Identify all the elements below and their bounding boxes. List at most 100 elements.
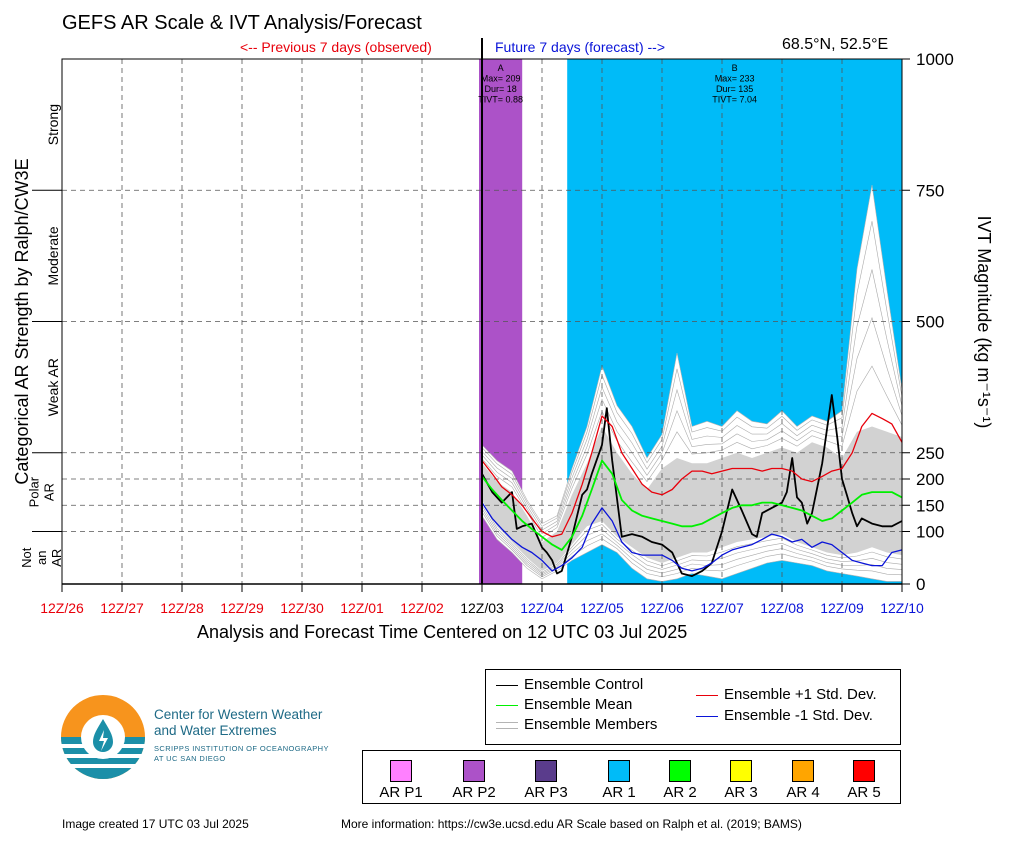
y-tick-label: 200 [916, 470, 944, 489]
chart-title: GEFS AR Scale & IVT Analysis/Forecast [62, 12, 422, 34]
x-tick-label: 12Z/07 [700, 600, 744, 616]
mean-swatch [496, 704, 518, 706]
x-tick-label: 12Z/27 [100, 600, 144, 616]
y-tick-label: 100 [916, 523, 944, 542]
ar-2-swatch [669, 760, 691, 782]
ensemble-member-line [481, 221, 903, 527]
control-swatch [496, 684, 518, 686]
x-tick-label: 12Z/10 [880, 600, 924, 616]
ar-period-a-annotation: A [498, 63, 504, 73]
ensemble-member-line [481, 502, 903, 573]
legend-label-mean: Ensemble Mean [524, 696, 633, 713]
ar-period-b-annotation: TIVT= 7.04 [712, 95, 757, 105]
ar-period-a-annotation: Max= 209 [481, 74, 521, 84]
ar-scale-legend: AR P1 AR P2 AR P3 AR 1 AR 2 AR 3 AR 4 AR… [362, 750, 901, 804]
legend-label-control: Ensemble Control [524, 676, 644, 693]
legend-label-members: Ensemble Members [524, 716, 658, 733]
y-tick-label: 0 [916, 575, 925, 594]
logo-line-2: and Water Extremes [154, 723, 277, 738]
legend-label-plus-std: Ensemble +1 Std. Dev. [724, 686, 877, 703]
legend-item-minus-std: Ensemble -1 Std. Dev. [696, 707, 873, 725]
x-axis-label: Analysis and Forecast Time Centered on 1… [197, 622, 688, 642]
previous-days-label: <-- Previous 7 days (observed) [240, 39, 432, 55]
category-label: an [34, 551, 49, 565]
ar-scale-label: AR P3 [524, 784, 568, 801]
more-info-label: More information: https://cw3e.ucsd.edu … [341, 817, 802, 831]
ar-p3-swatch [535, 760, 557, 782]
ar-scale-item: AR P1 [369, 760, 433, 801]
location-label: 68.5°N, 52.5°E [782, 36, 889, 53]
plus-std-swatch [696, 694, 718, 696]
cw3e-logo: Center for Western Weather and Water Ext… [60, 694, 360, 780]
ar-scale-item: AR 1 [587, 760, 651, 801]
legend-item-members: Ensemble Members [496, 716, 657, 734]
ar-period-b-annotation: Dur= 135 [716, 84, 753, 94]
ar-3-swatch [730, 760, 752, 782]
future-days-label: Future 7 days (forecast) --> [495, 39, 666, 55]
members-swatch [496, 721, 518, 729]
x-tick-label: 12Z/04 [520, 600, 564, 616]
minus-std-swatch [696, 715, 718, 717]
ar-scale-label: AR P1 [379, 784, 423, 801]
ensemble-members-band [482, 426, 902, 571]
x-tick-label: 12Z/06 [640, 600, 684, 616]
x-tick-label: 12Z/26 [40, 600, 84, 616]
y-tick-label: 500 [916, 313, 944, 332]
ensemble-member-line [481, 269, 903, 531]
ar-scale-item: AR P2 [442, 760, 506, 801]
y-tick-label: 150 [916, 496, 944, 515]
y-tick-label: 750 [916, 181, 944, 200]
ar-5-swatch [853, 760, 875, 782]
x-tick-label: 12Z/02 [400, 600, 444, 616]
series-ensemble-mean [481, 459, 903, 551]
ensemble-member-line [481, 316, 903, 535]
ar-period-b-annotation: B [732, 63, 738, 73]
category-label: Strong [45, 104, 61, 145]
ar-scale-label: AR 1 [602, 784, 636, 801]
category-label: Polar [27, 476, 42, 507]
ar-p1-swatch [390, 760, 412, 782]
ensemble-member-line [481, 511, 903, 578]
image-created-label: Image created 17 UTC 03 Jul 2025 [62, 817, 249, 831]
x-tick-label: 12Z/09 [820, 600, 864, 616]
ar-scale-item: AR 5 [832, 760, 896, 801]
ar-scale-item: AR 2 [648, 760, 712, 801]
x-tick-label: 12Z/05 [580, 600, 624, 616]
ar-scale-item: AR 3 [709, 760, 773, 801]
ar-scale-label: AR P2 [452, 784, 496, 801]
category-label: Not [19, 547, 34, 568]
ar-scale-label: AR 5 [847, 784, 881, 801]
legend-label-minus-std: Ensemble -1 Std. Dev. [724, 707, 873, 724]
ar-period-a-annotation: Dur= 18 [484, 84, 516, 94]
cw3e-logo-icon [61, 695, 145, 779]
ensemble-member-line [481, 365, 903, 538]
ar-4-swatch [792, 760, 814, 782]
y-tick-label: 1000 [916, 50, 954, 69]
ar-scale-item: AR P3 [514, 760, 578, 801]
ar-period-a-annotation: TIVT= 0.88 [478, 95, 523, 105]
x-tick-label: 12Z/29 [220, 600, 264, 616]
right-axis-title: IVT Magnitude (kg m⁻¹s⁻¹) [974, 216, 994, 429]
logo-line-1: Center for Western Weather [154, 707, 323, 722]
legend-item-plus-std: Ensemble +1 Std. Dev. [696, 686, 877, 704]
ar-p2-swatch [463, 760, 485, 782]
series-legend: Ensemble Control Ensemble Mean Ensemble … [485, 669, 901, 745]
x-tick-label: 12Z/08 [760, 600, 804, 616]
ar-scale-item: AR 4 [771, 760, 835, 801]
x-tick-label: 12Z/28 [160, 600, 204, 616]
x-tick-label: 12Z/01 [340, 600, 384, 616]
logo-line-4: AT UC SAN DIEGO [154, 754, 226, 763]
ar-1-swatch [608, 760, 630, 782]
category-label: AR [49, 549, 64, 567]
legend-item-control: Ensemble Control [496, 676, 643, 694]
legend-item-mean: Ensemble Mean [496, 696, 632, 714]
ar-scale-label: AR 2 [663, 784, 697, 801]
category-label: AR [42, 483, 57, 501]
logo-line-3: SCRIPPS INSTITUTION OF OCEANOGRAPHY [154, 744, 329, 753]
ar-scale-label: AR 3 [724, 784, 758, 801]
category-label: Weak AR [45, 358, 61, 416]
ar-period-b-annotation: Max= 233 [715, 74, 755, 84]
category-label: Moderate [45, 226, 61, 285]
series-ensemble-1-std-dev- [481, 412, 903, 538]
